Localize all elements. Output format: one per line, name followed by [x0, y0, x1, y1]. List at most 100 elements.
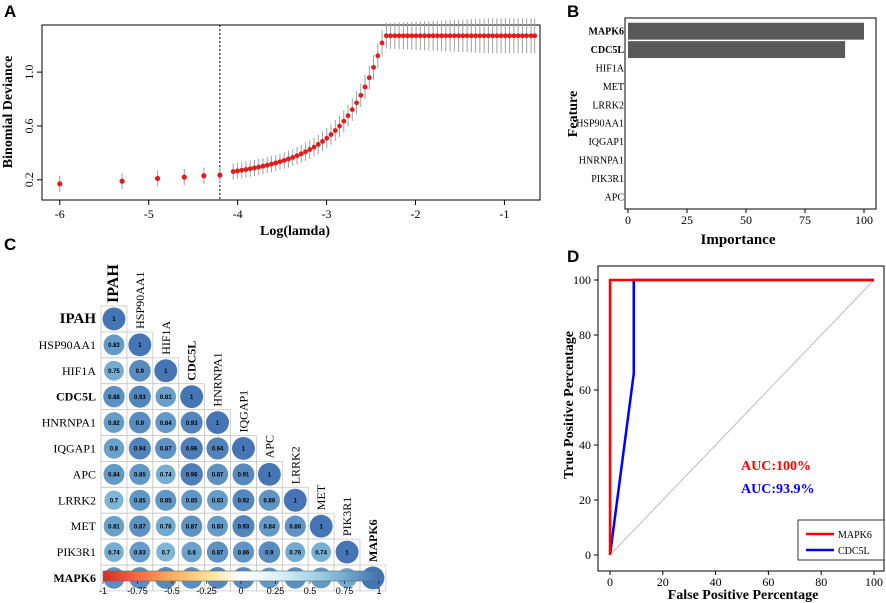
correlation-value: 0.93 [186, 421, 198, 427]
deviance-point [303, 149, 308, 155]
panel-a-frame [41, 24, 541, 201]
feature-label: CDC5L [591, 45, 625, 56]
color-scale-segment [261, 571, 266, 581]
color-scale-segment [272, 571, 277, 581]
correlation-value: 0.81 [108, 524, 120, 530]
deviance-point [277, 159, 283, 165]
color-scale-segment [178, 571, 183, 581]
column-label: CDC5L [185, 341, 199, 381]
deviance-point [409, 33, 415, 39]
correlation-circle [206, 541, 229, 563]
correlation-value: 0.85 [134, 498, 146, 504]
color-scale-segment [358, 571, 363, 581]
deviance-point [57, 181, 63, 187]
panel-label-d: D [567, 247, 579, 266]
auc-label-cdc5l: AUC:93.9% [741, 482, 815, 497]
deviance-point [349, 107, 355, 113]
correlation-value: 0.7 [162, 550, 171, 556]
color-scale-segment [189, 571, 194, 581]
color-scale-segment [330, 571, 335, 581]
color-scale-segment [237, 571, 242, 581]
correlation-value: 0.82 [108, 421, 120, 427]
deviance-point [439, 33, 444, 39]
color-scale-segment [351, 571, 356, 581]
panel-b-importance-chart: MAPK6 CDC5L HIF1A MET LRRK2 HSP90AA1 IQGAP1 HNR… [566, 17, 877, 248]
correlation-circle [156, 542, 176, 562]
column-label: LRRK2 [288, 446, 302, 484]
color-scale-segment [258, 571, 263, 581]
color-scale-segment [192, 571, 197, 581]
deviance-point [345, 113, 351, 119]
column-label: HSP90AA1 [133, 272, 147, 329]
y-tick-label: 40 [579, 438, 591, 452]
color-scale-segment [109, 571, 114, 581]
correlation-value: 0.84 [108, 473, 120, 479]
color-scale-segment [213, 571, 218, 581]
row-label: IPAH [60, 311, 97, 327]
correlation-value: 0.83 [134, 550, 146, 556]
color-scale-segment [151, 571, 156, 581]
legend-label-cdc5l: CDC5L [838, 546, 870, 557]
correlation-circle [207, 489, 228, 511]
correlation-value: 0.92 [238, 498, 250, 504]
x-tick-label: -5 [144, 207, 154, 221]
color-scale-segment [140, 571, 145, 581]
correlation-circle [309, 514, 333, 538]
x-tick-label: 100 [855, 213, 873, 227]
deviance-point [524, 33, 530, 39]
deviance-point [269, 161, 274, 167]
deviance-point [447, 33, 453, 39]
correlation-value: 0.86 [289, 524, 301, 530]
deviance-point [511, 33, 517, 39]
deviance-point [358, 92, 364, 98]
deviance-point [490, 33, 496, 39]
color-scale-segment [199, 571, 204, 581]
deviance-point [155, 175, 161, 182]
correlation-value: 0.86 [238, 550, 250, 556]
panel-d-frame [597, 265, 885, 572]
deviance-point [434, 33, 440, 39]
correlation-circle [232, 463, 255, 486]
correlation-value: 0.93 [134, 395, 146, 401]
correlation-circle [285, 542, 306, 563]
deviance-point [392, 33, 398, 39]
scale-tick-label: 0.5 [304, 586, 317, 596]
correlation-value: 0.86 [264, 498, 276, 504]
x-tick-label: 75 [799, 213, 811, 227]
correlation-circle [311, 542, 331, 562]
row-label: APC [73, 467, 96, 481]
correlation-value: 0.74 [315, 550, 327, 556]
deviance-point [260, 163, 266, 169]
correlation-value: 0.9 [136, 421, 145, 427]
x-tick-label: 50 [740, 213, 752, 227]
deviance-point [273, 160, 279, 166]
legend-label-mapk6: MAPK6 [838, 530, 872, 541]
correlation-value: 0.7 [110, 498, 119, 504]
importance-bar-mapk6 [628, 22, 864, 40]
color-scale-segment [299, 571, 304, 581]
color-scale-segment [168, 571, 173, 581]
correlation-value: 0.88 [108, 395, 120, 401]
correlation-value: 0.85 [160, 498, 172, 504]
deviance-point [417, 33, 423, 39]
deviance-point [468, 33, 474, 39]
color-scale-segment [196, 571, 201, 581]
panel-b-xlabel: Importance [701, 232, 776, 248]
correlation-circle [206, 463, 229, 486]
color-scale-segment [220, 571, 225, 581]
deviance-point [532, 33, 538, 39]
correlation-circle [180, 437, 203, 460]
color-scale-segment [303, 571, 308, 581]
color-scale-segment [165, 571, 170, 581]
color-scale-segment [375, 571, 380, 581]
deviance-point [498, 33, 504, 39]
correlation-value: 1 [112, 317, 116, 323]
deviance-point [477, 33, 483, 39]
correlation-circle [258, 515, 280, 537]
deviance-point [422, 33, 427, 39]
x-tick-label: -2 [411, 207, 421, 221]
deviance-point [388, 33, 393, 39]
color-scale-segment [327, 571, 332, 581]
color-scale-segment [296, 571, 301, 581]
panel-b-frame [624, 17, 877, 210]
